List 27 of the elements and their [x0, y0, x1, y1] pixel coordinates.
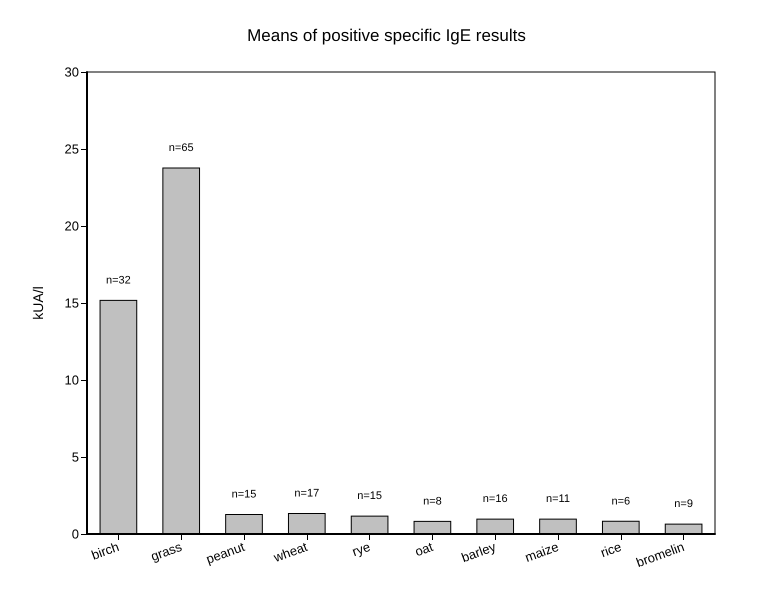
- x-tick-label: maize: [522, 538, 561, 565]
- y-tick-label: 15: [64, 296, 79, 310]
- y-axis-title: kUA/l: [30, 286, 46, 320]
- x-tick-label: oat: [412, 538, 436, 560]
- y-tick-label: 5: [72, 450, 79, 464]
- y-tick-label: 25: [64, 142, 79, 156]
- y-tick-label: 10: [64, 372, 79, 388]
- chart-title: Means of positive specific IgE results: [247, 26, 526, 45]
- annotation: n=65: [168, 142, 194, 154]
- x-tick-label: grass: [148, 538, 184, 564]
- annotation: n=32: [106, 274, 131, 286]
- annotation: n=16: [482, 493, 508, 506]
- annotation: n=11: [546, 493, 570, 506]
- y-tick-label: 0: [72, 526, 79, 542]
- annotation: n=15: [232, 488, 256, 500]
- x-tick-label: barley: [459, 538, 498, 566]
- y-tick-label: 20: [64, 218, 79, 234]
- y-tick-label: 30: [64, 64, 79, 80]
- annotation: n=17: [294, 488, 320, 500]
- annotation: n=15: [357, 490, 382, 502]
- x-tick-label: birch: [89, 538, 121, 563]
- annotation: n=8: [423, 495, 442, 508]
- x-tick-label: rice: [598, 538, 624, 560]
- annotation: n=6: [611, 495, 630, 508]
- x-tick-label: wheat: [270, 538, 310, 566]
- x-tick-label: rye: [350, 538, 372, 560]
- annotation: n=9: [674, 498, 693, 510]
